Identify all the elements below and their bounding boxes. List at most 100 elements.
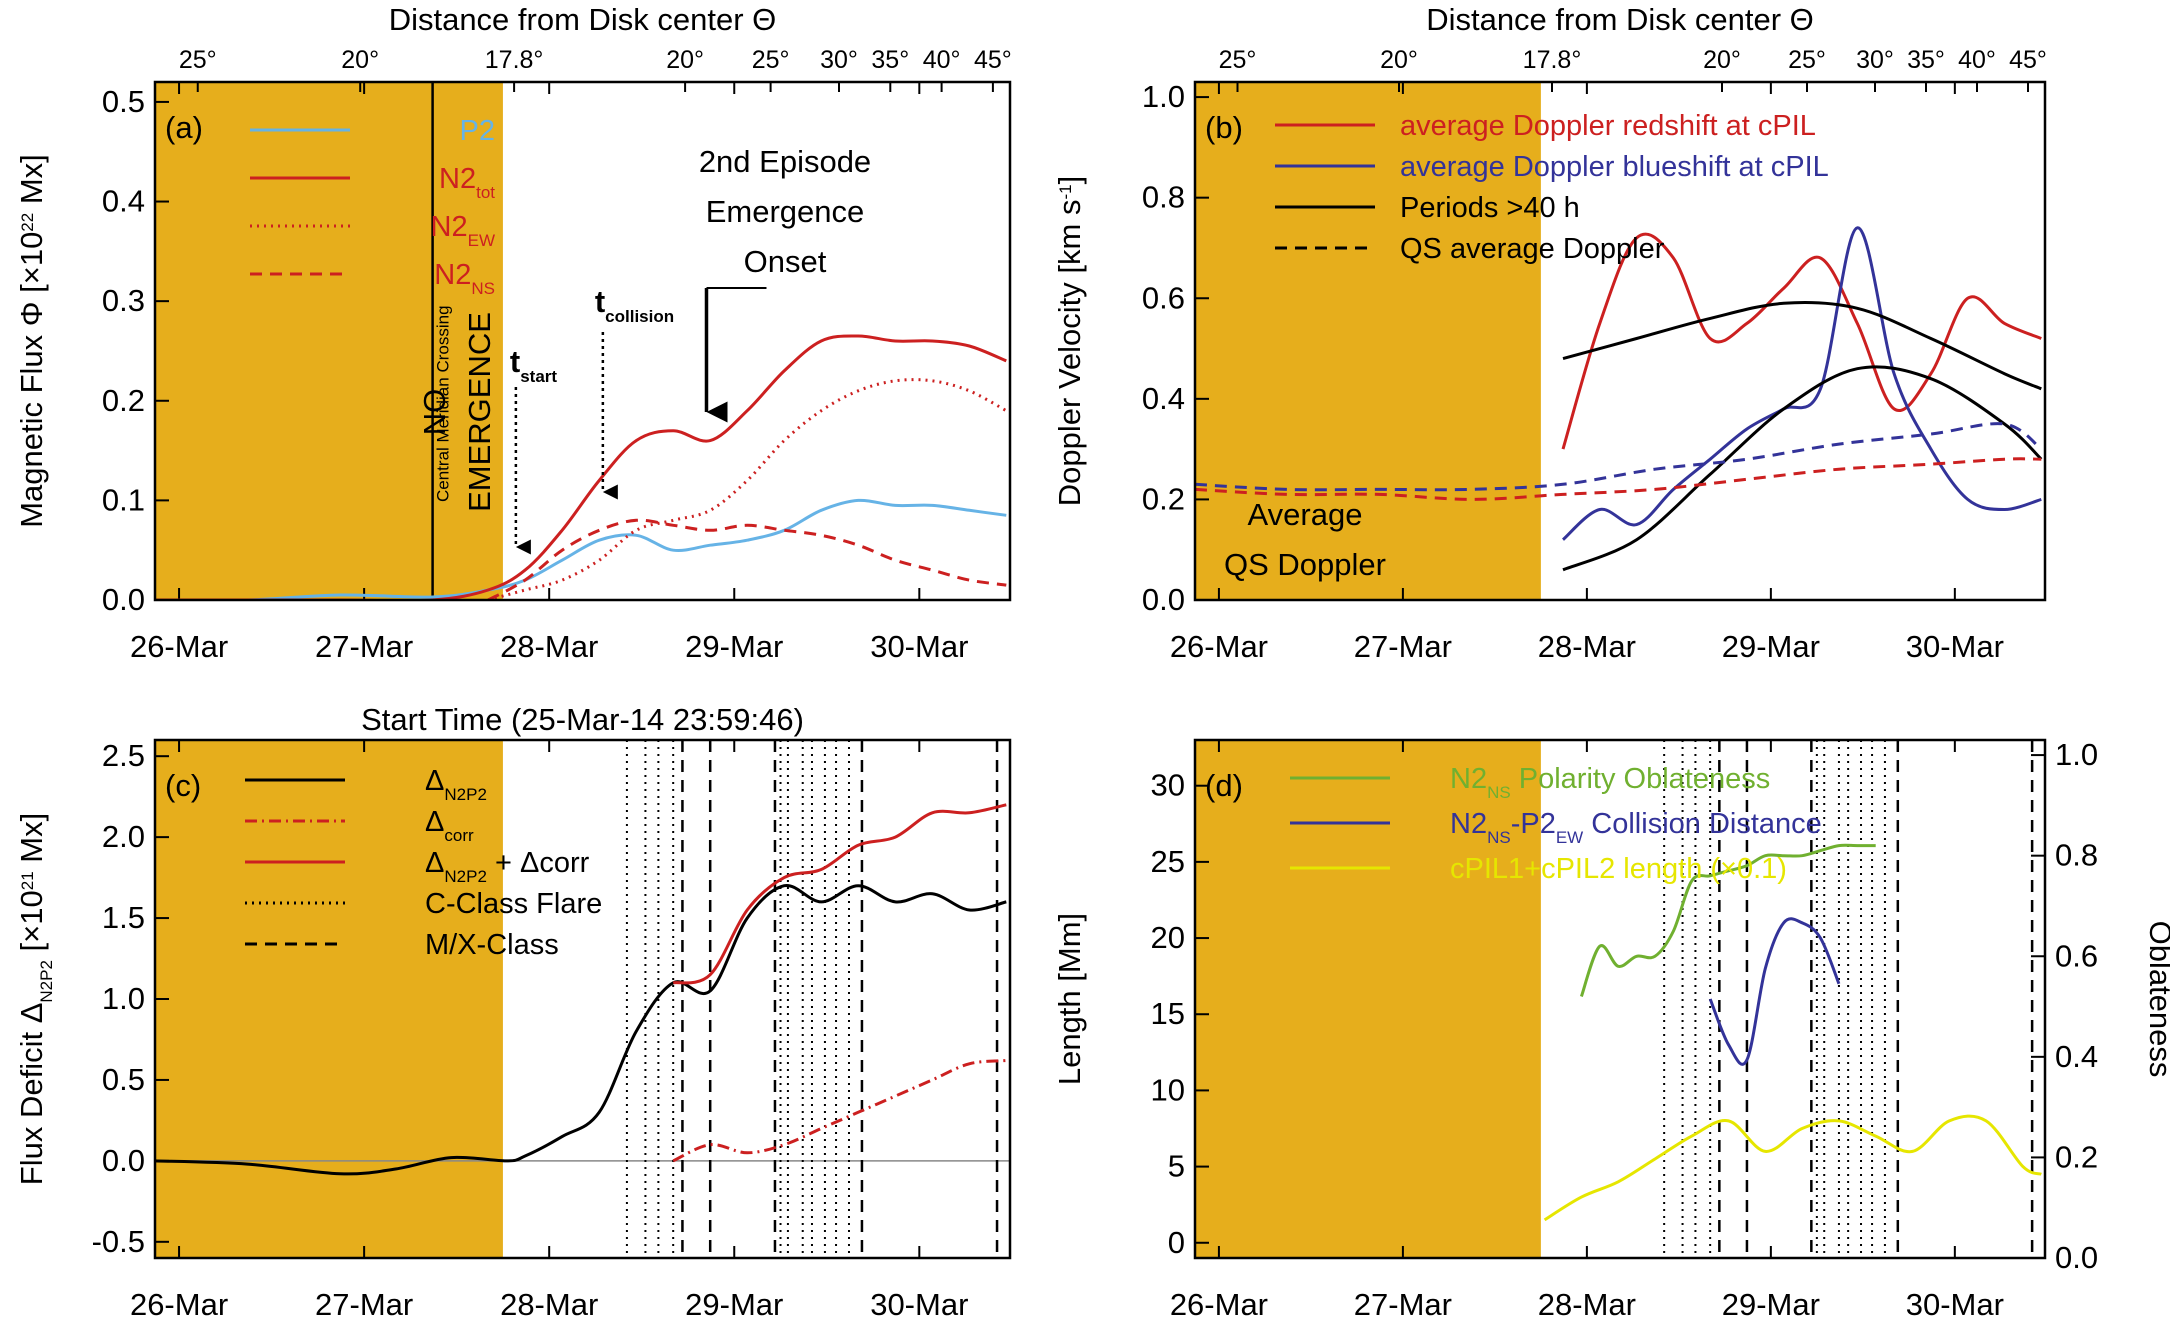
legend-label: M/X-Class	[425, 929, 559, 961]
y-axis-title-right: Oblateness	[2143, 921, 2170, 1078]
legend-label: N2EW	[431, 211, 495, 250]
no-emergence-region	[1195, 740, 1541, 1258]
x-tick-label: 26-Mar	[130, 1287, 228, 1322]
series-line-period_lower	[1562, 365, 2043, 572]
legend-label: N2NS	[434, 259, 495, 298]
panel-label: (a)	[165, 110, 203, 145]
y-tick-label: 1.0	[102, 981, 145, 1016]
y-tick-label: 0	[1168, 1225, 1185, 1260]
legend-label: ΔN2P2	[425, 765, 487, 804]
y-tick-label: 0.4	[102, 184, 145, 219]
top-tick-label: 25°	[179, 46, 217, 74]
no-emergence-region	[155, 740, 503, 1258]
y-axis-title: Flux Deficit ΔN2P2 [×1021 Mx]	[14, 813, 56, 1185]
series-line-delta_corr	[672, 1059, 1007, 1163]
x-tick-label: 30-Mar	[1906, 629, 2004, 664]
y-axis-title: Length [Mm]	[1052, 913, 1087, 1085]
series-line-N2_tot	[155, 334, 1007, 600]
x-tick-label: 26-Mar	[1170, 1287, 1268, 1322]
y-tick-label-right: 0.8	[2055, 838, 2098, 873]
top-tick-label: 25°	[752, 46, 790, 74]
top-axis-title: Distance from Disk center Θ	[1426, 2, 1814, 37]
series-line-blueshift	[1561, 226, 2042, 541]
avg-qs-label: Average	[1248, 497, 1363, 532]
legend-label: ΔN2P2 + Δcorr	[425, 847, 590, 886]
x-tick-label: 27-Mar	[1354, 1287, 1452, 1322]
top-tick-label: 20°	[1380, 46, 1418, 74]
second-episode-label: 2nd Episode	[699, 144, 871, 179]
plot-frame	[1193, 738, 2047, 1260]
legend-label: QS average Doppler	[1400, 233, 1665, 265]
second-episode-label: Emergence	[706, 194, 865, 229]
y-tick-label: 25	[1151, 844, 1185, 879]
x-tick-label: 29-Mar	[685, 1287, 783, 1322]
top-tick-label: 40°	[923, 46, 961, 74]
y-tick-label: 0.3	[102, 283, 145, 318]
y-tick-label: 0.2	[102, 383, 145, 418]
top-axis-title: Distance from Disk center Θ	[389, 2, 777, 37]
y-tick-label: 30	[1151, 768, 1185, 803]
t-collision-label: tcollision	[595, 284, 674, 326]
series-line-P2	[155, 498, 1007, 600]
panel-label: (c)	[165, 768, 201, 803]
x-tick-label: 30-Mar	[870, 1287, 968, 1322]
plot-frame	[1193, 80, 2047, 602]
y-tick-label: 2.0	[102, 819, 145, 854]
x-tick-label: 26-Mar	[130, 629, 228, 664]
legend-label: N2tot	[439, 163, 495, 202]
top-tick-label: 25°	[1788, 46, 1826, 74]
x-tick-label: 30-Mar	[870, 629, 968, 664]
x-tick-label: 27-Mar	[315, 629, 413, 664]
no-emergence-label: EMERGENCE	[462, 312, 497, 512]
top-tick-label: 20°	[1703, 46, 1741, 74]
y-tick-label: 0.6	[1142, 280, 1185, 315]
y-tick-label: 10	[1151, 1072, 1185, 1107]
start-time-title: Start Time (25-Mar-14 23:59:46)	[361, 702, 804, 737]
top-tick-label: 35°	[1907, 46, 1945, 74]
x-tick-label: 28-Mar	[500, 1287, 598, 1322]
y-tick-label: 1.5	[102, 900, 145, 935]
y-tick-label-right: 0.0	[2055, 1240, 2098, 1275]
t-start-label: tstart	[510, 344, 558, 386]
legend-label: cPIL1+cPIL2 length (×0.1)	[1450, 853, 1787, 885]
legend-label: Periods >40 h	[1400, 192, 1580, 224]
no-emergence-region	[155, 82, 503, 600]
x-tick-label: 29-Mar	[1722, 629, 1820, 664]
top-tick-label: 35°	[871, 46, 909, 74]
x-tick-label: 28-Mar	[1538, 629, 1636, 664]
legend-label: P2	[460, 115, 495, 147]
x-tick-label: 30-Mar	[1906, 1287, 2004, 1322]
panel-label: (d)	[1205, 768, 1243, 803]
plot-frame	[153, 738, 1012, 1260]
y-tick-label: 1.0	[1142, 79, 1185, 114]
x-tick-label: 27-Mar	[1354, 629, 1452, 664]
top-tick-label: 17.8°	[1523, 46, 1582, 74]
cmc-label: Central Meridian Crossing	[434, 305, 453, 502]
y-tick-label: 2.5	[102, 738, 145, 773]
y-tick-label-right: 0.2	[2055, 1139, 2098, 1174]
no-emergence-region	[1195, 82, 1541, 600]
y-tick-label: 0.4	[1142, 381, 1185, 416]
top-tick-label: 45°	[2009, 46, 2047, 74]
second-episode-label: Onset	[744, 244, 827, 279]
legend-label: C-Class Flare	[425, 888, 602, 920]
top-tick-label: 20°	[341, 46, 379, 74]
legend-label: average Doppler redshift at cPIL	[1400, 110, 1816, 142]
plot-frame	[153, 80, 1012, 602]
series-line-delta_N2P2	[155, 884, 1007, 1176]
y-tick-label: 0.0	[102, 582, 145, 617]
x-tick-label: 29-Mar	[685, 629, 783, 664]
x-tick-label: 26-Mar	[1170, 629, 1268, 664]
top-tick-label: 25°	[1219, 46, 1257, 74]
series-line-redshift	[1561, 232, 2042, 450]
x-tick-label: 28-Mar	[1538, 1287, 1636, 1322]
y-tick-label: 0.8	[1142, 180, 1185, 215]
y-tick-label: 0.5	[102, 84, 145, 119]
y-tick-label: 0.1	[102, 482, 145, 517]
series-line-qs_red	[1195, 457, 2042, 501]
y-tick-label: 0.0	[102, 1143, 145, 1178]
series-line-N2_NS	[487, 518, 1007, 600]
y-tick-label-right: 0.4	[2055, 1039, 2098, 1074]
series-line-period_upper	[1562, 301, 2042, 391]
